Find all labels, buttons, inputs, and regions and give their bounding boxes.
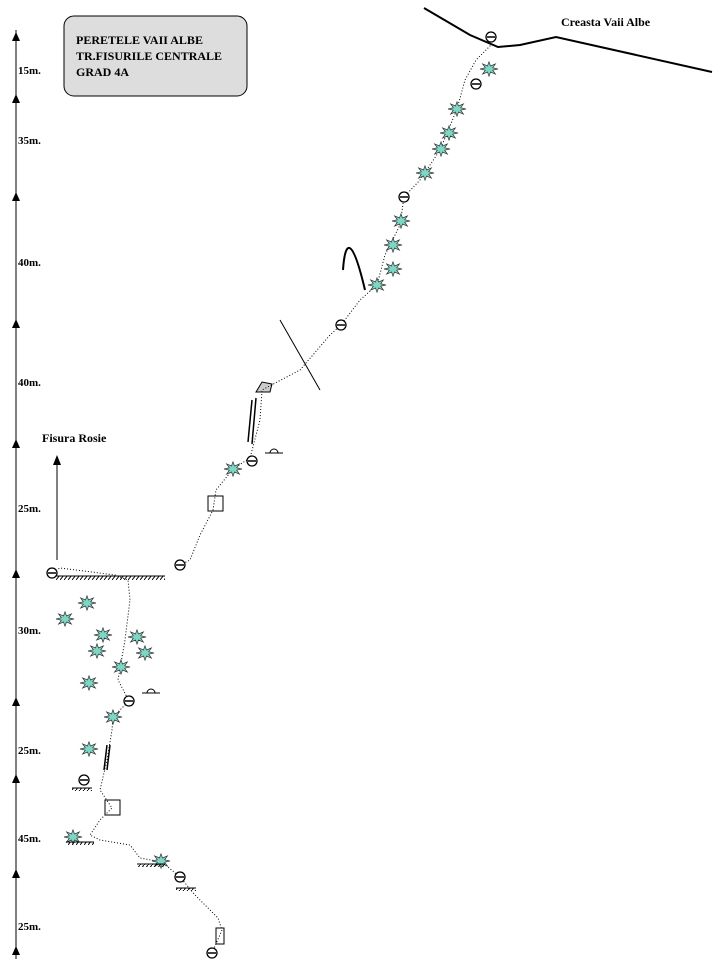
vegetation [223,460,243,478]
ledge [55,576,165,580]
pitch-length: 40m. [18,257,41,269]
vegetation [103,708,123,726]
vegetation [135,644,155,662]
vegetation [63,828,83,846]
title-line: PERETELE VAII ALBE [76,33,203,47]
vegetation [77,594,97,612]
pitch-marker [12,569,20,578]
pitch-marker [12,946,20,955]
pitch-marker [12,192,20,201]
piton [142,688,160,694]
pitch-marker [12,869,20,878]
belay-box [215,927,225,945]
crack-mark [103,744,111,771]
pitch-marker [12,319,20,328]
crack-mark [247,397,257,445]
vegetation [415,164,435,182]
vegetation [79,740,99,758]
piton [265,448,283,454]
belay-box [207,495,224,512]
feature-line [342,247,366,291]
vegetation [431,140,451,158]
ridge-label: Creasta Vaii Albe [561,15,651,29]
vegetation [87,642,107,660]
vegetation [439,124,459,142]
pitch-length: 30m. [18,625,41,637]
pitch-marker [12,697,20,706]
vegetation [479,60,499,78]
feature-line [279,319,321,391]
vegetation [111,658,131,676]
vegetation [383,260,403,278]
vegetation [79,674,99,692]
title-line: TR.FISURILE CENTRALE [76,49,222,63]
route [51,567,223,954]
belay-box [104,799,121,816]
title-line: GRAD 4A [76,65,129,79]
vegetation [93,626,113,644]
title-box [63,15,248,97]
pitch-length: 25m. [18,503,41,515]
pitch-marker [12,94,20,103]
ledge [176,888,196,891]
vegetation [447,100,467,118]
vegetation [383,236,403,254]
ledge [66,842,94,845]
ridge-line [423,7,713,73]
pitch-marker [12,439,20,448]
vegetation [391,212,411,230]
pitch-marker [12,774,20,783]
pitch-length: 35m. [18,135,41,147]
pitch-length: 45m. [18,833,41,845]
block [255,381,273,393]
pitch-length: 40m. [18,377,41,389]
crack-label: Fisura Rosie [42,431,107,445]
ledge [72,788,92,791]
pitch-length: 25m. [18,745,41,757]
pitch-marker [12,32,20,41]
pitch-length: 15m. [18,65,41,77]
pitch-length: 25m. [18,921,41,933]
arrow-head [53,455,61,465]
ledge [137,864,165,867]
route [179,44,492,566]
vegetation [55,610,75,628]
vegetation [127,628,147,646]
vegetation [367,276,387,294]
